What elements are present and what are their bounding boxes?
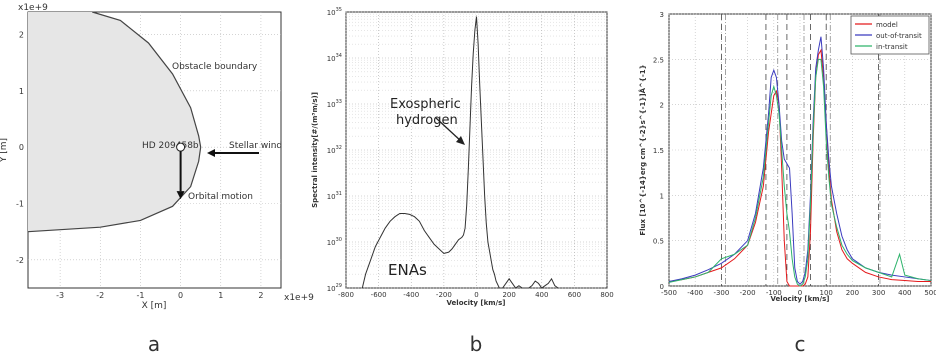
y-tick-label: 1	[660, 192, 664, 200]
y-axis-label: Y [m]	[0, 138, 9, 163]
x-tick-label: -500	[661, 289, 677, 297]
panel-label-b: b	[470, 332, 483, 356]
y-tick-label: 0	[660, 283, 664, 291]
y-tick-label: -1	[16, 200, 24, 209]
obstacle-region	[28, 12, 201, 232]
x-tick-label: 200	[502, 291, 515, 299]
y-axis-label: Spectral intensity[#/(m³m/s)]	[311, 92, 319, 208]
obstacle-boundary-label: Obstacle boundary	[172, 62, 258, 72]
y-tick-label: 2	[19, 31, 24, 40]
orbital-motion-arrowhead	[176, 191, 185, 200]
x-tick-label: -1	[136, 291, 144, 300]
panel-b-spectrum: 1029 1030 1031 1032 1033 1034 1035 -800 -600 -400…	[311, 7, 614, 307]
x-tick-label: 1	[218, 291, 223, 300]
x-tick-label: -400	[403, 291, 419, 299]
obstacle-boundary-curve	[27, 11, 202, 233]
legend-label-model: model	[876, 21, 898, 29]
y-tick-label: 3	[660, 11, 664, 19]
x-tick-label: 2	[258, 291, 263, 300]
y-tick-label: 1.5	[653, 147, 664, 155]
exospheric-hydrogen-annotation: Exospheric hydrogen	[390, 97, 465, 128]
x-axis-label: Velocity [km/s]	[771, 295, 830, 303]
y-tick-label: 1033	[327, 99, 342, 109]
y-tick-label: 1032	[327, 145, 342, 155]
planet-label: HD 209458b	[142, 141, 199, 151]
exospheric-hydrogen-label: Exospheric hydrogen	[390, 97, 465, 128]
x-tick-label: -3	[56, 291, 64, 300]
x-axis-label: Velocity [km/s]	[447, 299, 506, 307]
stellar-wind-label: Stellar wind	[229, 141, 282, 151]
x-tick-label: -2	[96, 291, 104, 300]
stellar-wind-arrowhead	[207, 149, 215, 157]
panel-label-c: c	[795, 332, 806, 356]
x-tick-label: -100	[766, 289, 782, 297]
x-tick-label: 0	[474, 291, 478, 299]
y-tick-label: 1029	[327, 283, 342, 293]
x-tick-label: -300	[713, 289, 729, 297]
y-tick-label: 1	[19, 87, 24, 96]
y-tick-label: 1034	[327, 53, 342, 63]
y-tick-label: 0.5	[653, 238, 664, 246]
x-tick-label: 800	[600, 291, 613, 299]
exospheric-hydrogen-arrowhead	[456, 136, 465, 145]
panel-a-orbit-plot: -3 -2 -1 0 1 2 -2 -1 0 1 2 x1e+9 x1e+9 X [m] Y [m]…	[0, 3, 314, 311]
x-tick-label: 100	[820, 289, 833, 297]
series-line-model	[668, 48, 931, 287]
planet-marker	[176, 142, 186, 152]
y-tick-label: 1031	[327, 191, 342, 201]
x-tick-label: 500	[924, 289, 936, 297]
x-tick-label: -600	[371, 291, 387, 299]
series-line-out-of-transit	[668, 36, 932, 285]
y-tick-label: 0	[19, 143, 24, 152]
legend-label-out-of-transit: out-of-transit	[876, 32, 922, 40]
spectral-intensity-line	[361, 16, 559, 289]
x-tick-label: 200	[846, 289, 859, 297]
x-tick-label: -200	[740, 289, 756, 297]
panel-label-a: a	[148, 332, 160, 356]
y-axis-label: Flux [10^{-14}erg cm^{-2}s^{-1}]Å^{-1}	[638, 64, 647, 235]
x-tick-label: 300	[872, 289, 885, 297]
legend-label-in-transit: in-transit	[876, 43, 908, 51]
panel-c-flux: -500 -400 -300 -200 -100 0 100 200 300 400 500 0 0.5…	[638, 11, 936, 303]
y-scale-note: x1e+9	[18, 3, 48, 13]
exospheric-hydrogen-arrow	[435, 117, 463, 143]
y-tick-label: -2	[16, 256, 24, 265]
y-tick-label: 1035	[327, 7, 342, 17]
y-tick-label: 2	[660, 102, 664, 110]
x-tick-label: -200	[436, 291, 452, 299]
x-tick-label: -800	[338, 291, 354, 299]
x-axis-label: X [m]	[142, 301, 167, 311]
x-tick-label: 400	[898, 289, 911, 297]
orbital-motion-label: Orbital motion	[188, 192, 253, 202]
enas-label: ENAs	[388, 261, 427, 279]
x-scale-note: x1e+9	[284, 293, 314, 303]
y-tick-label: 2.5	[653, 56, 664, 64]
x-tick-label: 0	[178, 291, 183, 300]
series-line-in-transit	[668, 58, 932, 287]
y-tick-label: 1030	[327, 237, 342, 247]
x-tick-label: 0	[798, 289, 802, 297]
x-tick-label: 400	[535, 291, 548, 299]
legend: model out-of-transit in-transit	[850, 15, 930, 55]
x-tick-label: -400	[687, 289, 703, 297]
x-tick-label: 600	[568, 291, 581, 299]
